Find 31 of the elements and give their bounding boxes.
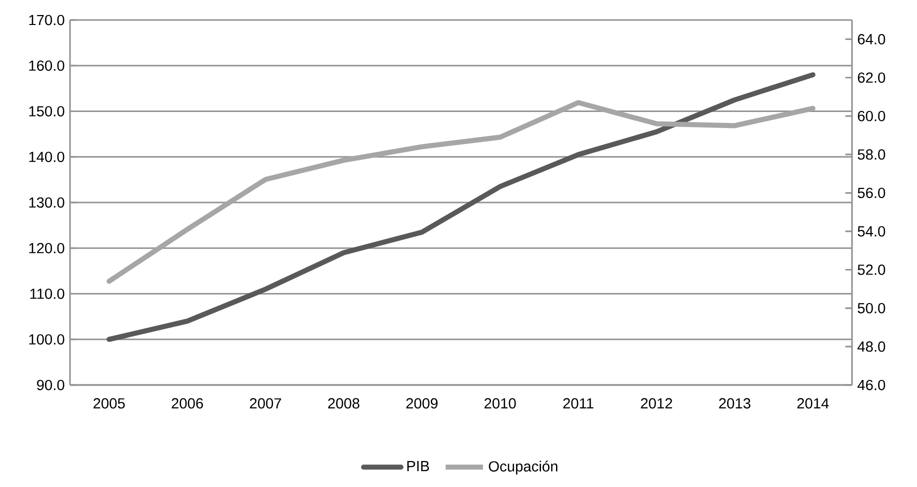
y-tick-label: 100.0 (29, 334, 64, 345)
x-tick-label: 2013 (719, 398, 750, 409)
y2-tick-label: 60.0 (858, 110, 886, 122)
y2-tick-label: 46.0 (858, 380, 886, 390)
legend-label: Ocupación (488, 460, 558, 474)
y2-tick-label: 52.0 (858, 264, 886, 275)
y-tick-label: 110.0 (30, 288, 64, 299)
x-tick-label: 2007 (250, 398, 282, 409)
y2-tick-label: 64.0 (858, 34, 886, 44)
y-tick-label: 140.0 (29, 152, 64, 162)
y2-tick-label: 54.0 (858, 226, 886, 237)
y-tick-label: 130.0 (29, 197, 64, 208)
x-tick-label: 2005 (94, 398, 125, 409)
legend-label: PIB (407, 460, 429, 472)
y-tick-label: 170.0 (29, 14, 64, 26)
x-tick-label: 2009 (406, 398, 438, 409)
y2-tick-label: 56.0 (858, 188, 886, 198)
y-tick-label: 150.0 (29, 106, 64, 116)
x-tick-label: 2010 (484, 398, 516, 409)
x-tick-label: 2014 (797, 398, 829, 409)
x-tick-label: 2008 (328, 398, 360, 409)
y-tick-label: 160.0 (29, 60, 64, 71)
x-tick-label: 2011 (563, 398, 594, 409)
y-tick-label: 120.0 (29, 242, 64, 254)
x-tick-label: 2006 (172, 398, 203, 409)
x-tick-label: 2012 (640, 398, 672, 409)
y2-tick-label: 62.0 (858, 72, 886, 83)
y2-tick-label: 50.0 (858, 302, 886, 314)
y-tick-label: 90.0 (36, 380, 64, 390)
y2-tick-label: 48.0 (858, 341, 886, 352)
y2-tick-label: 58.0 (858, 149, 886, 160)
